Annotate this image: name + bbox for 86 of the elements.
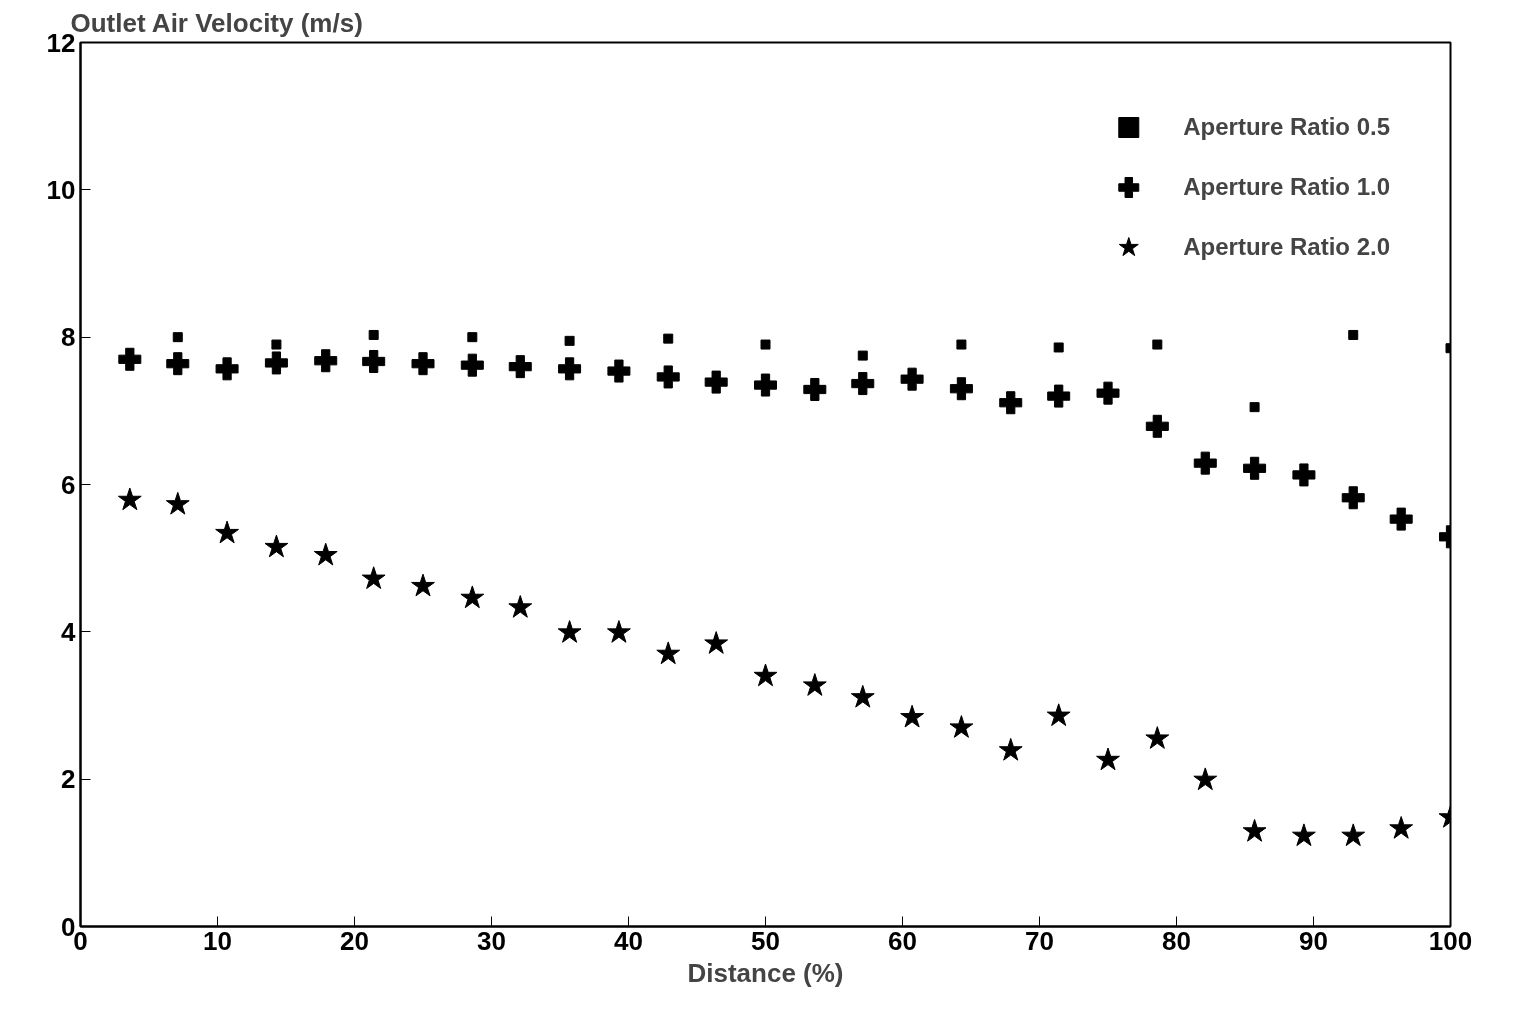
point (1145, 414, 1169, 438)
x-tick-label: 90 (1299, 925, 1328, 956)
x-tick-label: 30 (477, 925, 506, 956)
point (313, 542, 338, 566)
x-tick-label: 50 (751, 925, 780, 956)
point (1096, 381, 1120, 405)
point (760, 339, 771, 350)
point (998, 737, 1023, 761)
point (564, 335, 575, 346)
point (1096, 747, 1120, 771)
point (1145, 726, 1170, 749)
x-tick-label: 80 (1162, 925, 1191, 956)
point (1292, 463, 1316, 487)
point (607, 620, 631, 643)
point (949, 715, 974, 738)
x-axis-title: Distance (%) (687, 957, 844, 988)
point (215, 357, 239, 381)
point (802, 673, 827, 696)
point (1341, 823, 1366, 847)
point (118, 347, 142, 371)
point (508, 355, 532, 379)
point (754, 373, 777, 397)
point (467, 332, 478, 343)
legend-label: Aperture Ratio 1.0 (1183, 173, 1390, 201)
point (411, 352, 435, 376)
point (704, 631, 729, 654)
y-tick-label: 4 (61, 616, 77, 647)
point (1389, 816, 1414, 839)
x-tick-label: 70 (1025, 925, 1054, 956)
point (1046, 703, 1071, 727)
point (1341, 486, 1365, 510)
point (1193, 767, 1218, 791)
point (1152, 339, 1163, 350)
point (361, 566, 386, 589)
point (1292, 823, 1316, 847)
point (460, 585, 485, 609)
point (117, 487, 142, 511)
point (1047, 384, 1071, 408)
legend-label: Aperture Ratio 2.0 (1183, 233, 1390, 261)
point (314, 349, 338, 373)
point (803, 377, 827, 401)
point (1193, 451, 1217, 475)
point (949, 377, 973, 401)
x-tick-label: 100 (1428, 925, 1473, 956)
point (607, 359, 631, 383)
point (956, 339, 967, 350)
point (753, 663, 778, 687)
point (557, 620, 582, 643)
point (508, 595, 533, 618)
point (704, 370, 728, 394)
point (1243, 456, 1267, 480)
point (460, 353, 484, 377)
point (1242, 818, 1267, 842)
point (166, 352, 190, 376)
point (558, 357, 582, 381)
x-tick-label: 10 (203, 925, 232, 956)
point (1348, 329, 1359, 340)
point (900, 704, 924, 728)
point (850, 684, 875, 708)
point (656, 365, 680, 389)
point (1053, 342, 1064, 353)
legend-label: Aperture Ratio 0.5 (1183, 113, 1390, 141)
point (663, 333, 674, 344)
y-tick-label: 2 (61, 764, 76, 795)
point (857, 350, 868, 361)
point (900, 367, 924, 391)
y-tick-label: 10 (46, 174, 76, 205)
x-tick-label: 60 (888, 925, 917, 956)
point (411, 573, 435, 597)
x-tick-label: 40 (614, 925, 643, 956)
point (851, 372, 875, 396)
point (264, 534, 289, 558)
point (215, 520, 239, 544)
point (271, 339, 282, 350)
point (165, 491, 190, 515)
point (1249, 402, 1260, 413)
y-tick-label: 8 (61, 322, 76, 353)
point (264, 351, 288, 375)
point (172, 332, 183, 343)
point (656, 641, 681, 665)
y-tick-label: 6 (61, 469, 76, 500)
x-tick-label: 20 (340, 925, 369, 956)
point (999, 391, 1023, 415)
point (1389, 507, 1413, 531)
point (362, 349, 386, 373)
point (368, 329, 379, 340)
